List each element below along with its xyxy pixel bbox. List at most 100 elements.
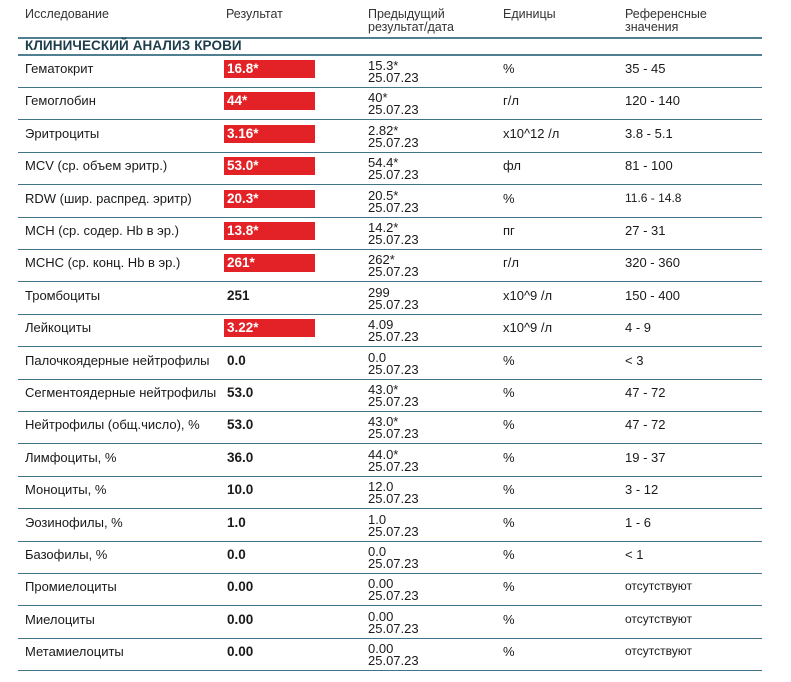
unit: x10^12 /л	[503, 125, 560, 141]
header-previous-line1: Предыдущий	[368, 7, 445, 21]
table-row: Миелоциты 0.00 0.00 25.07.23% отсутствуют	[0, 607, 791, 639]
result-value-flagged: 53.0*	[224, 157, 315, 176]
previous-value: 2.82*	[368, 122, 399, 138]
previous-date: 25.07.23	[368, 134, 419, 150]
unit: %	[503, 449, 515, 465]
previous-date: 25.07.23	[368, 620, 419, 636]
previous-date: 25.07.23	[368, 232, 419, 247]
previous-value: 0.00	[368, 608, 394, 624]
reference-range: 81 - 100	[625, 158, 673, 174]
reference-range: 11.6 - 14.8	[625, 190, 682, 205]
previous-result: 299 25.07.23	[368, 284, 488, 311]
result-value: 36.0	[227, 449, 254, 465]
previous-value: 54.4*	[368, 155, 399, 171]
result-value: 1.0	[227, 514, 246, 530]
unit: %	[503, 190, 515, 206]
section-title: КЛИНИЧЕСКИЙ АНАЛИЗ КРОВИ	[25, 38, 242, 53]
result-value: 251	[227, 287, 250, 303]
test-name: Промиелоциты	[25, 579, 117, 595]
unit: %	[503, 514, 515, 530]
previous-date: 25.07.23	[368, 199, 419, 215]
reference-range: 4 - 9	[625, 320, 652, 336]
test-name: Моноциты, %	[25, 482, 107, 498]
reference-range: 19 - 37	[625, 449, 666, 465]
previous-result: 44.0* 25.07.23	[368, 446, 488, 473]
reference-range: 1 - 6	[625, 514, 652, 530]
table-row: Сегментоядерные нейтрофилы 53.0 43.0* 25.07…	[0, 380, 791, 412]
unit: фл	[503, 158, 521, 174]
unit: %	[503, 482, 515, 498]
result-value: 10.0	[227, 482, 254, 498]
result-value-flagged: 261*	[224, 254, 315, 273]
header-reference-line2: значения	[625, 20, 679, 34]
unit: г/л	[503, 93, 519, 109]
test-name: Сегментоядерные нейтрофилы	[25, 385, 217, 400]
test-name: Лимфоциты, %	[25, 449, 117, 465]
test-name: MCHC (ср. конц. Hb в эр.)	[25, 255, 181, 271]
table-row: Лимфоциты, % 36.0 44.0* 25.07.23% 19 - 37	[0, 445, 791, 477]
reference-range: 47 - 72	[625, 417, 666, 433]
previous-date: 25.07.23	[368, 102, 419, 118]
row-divider	[18, 313, 762, 315]
test-name: Тромбоциты	[25, 287, 101, 303]
previous-result: 262* 25.07.23	[368, 253, 488, 278]
test-name: Палочкоядерные нейтрофилы	[25, 352, 210, 368]
previous-date: 25.07.23	[368, 394, 419, 409]
previous-date: 25.07.23	[368, 523, 419, 539]
previous-result: 0.00 25.07.23	[368, 576, 488, 602]
header-units: Единицы	[503, 7, 556, 21]
previous-value: 43.0*	[368, 382, 399, 397]
test-name: RDW (шир. распред. эритр)	[25, 190, 192, 206]
result-value: 53.0	[227, 385, 254, 400]
previous-value: 20.5*	[368, 187, 399, 203]
reference-range: 320 - 360	[625, 255, 680, 271]
unit: %	[503, 579, 515, 595]
previous-date: 25.07.23	[368, 329, 419, 345]
test-name: Гематокрит	[25, 61, 94, 76]
result-value-flagged: 3.22*	[224, 319, 315, 338]
previous-date: 25.07.23	[368, 491, 419, 507]
previous-value: 44.0*	[368, 446, 399, 462]
previous-value: 0.00	[368, 576, 394, 592]
previous-result: 43.0* 25.07.23	[368, 414, 488, 440]
previous-result: 0.00 25.07.23	[368, 608, 488, 636]
reference-range: 3.8 - 5.1	[625, 125, 673, 141]
table-row: MCHC (ср. конц. Hb в эр.) 261* 262* 25.07.2…	[0, 250, 791, 283]
previous-result: 54.4* 25.07.23	[368, 155, 488, 181]
header-previous: Предыдущий результат/дата	[368, 8, 488, 34]
row-divider	[18, 184, 762, 186]
test-name: MCH (ср. содер. Hb в эр.)	[25, 223, 179, 238]
unit: x10^9 /л	[503, 320, 553, 336]
row-divider	[18, 87, 762, 88]
row-divider	[18, 540, 762, 542]
result-value: 0.0	[227, 547, 246, 562]
result-value-flagged: 16.8*	[224, 60, 315, 78]
result-value: 0.00	[227, 644, 254, 660]
previous-value: 4.09	[368, 317, 394, 333]
result-value-flagged: 44*	[224, 92, 315, 111]
reference-range: отсутствуют	[625, 644, 692, 659]
row-divider	[18, 346, 762, 348]
test-name: Базофилы, %	[25, 547, 108, 562]
reference-range: отсутствуют	[625, 611, 692, 626]
reference-range: < 1	[625, 547, 644, 562]
test-name: MCV (ср. объем эритр.)	[25, 158, 168, 174]
row-divider	[18, 670, 762, 672]
table-row: MCH (ср. содер. Hb в эр.) 13.8* 14.2* 25.07…	[0, 218, 791, 250]
table-row: Палочкоядерные нейтрофилы 0.0 0.0 25.07.23%…	[0, 348, 791, 380]
table-row: Тромбоциты 251 299 25.07.23 x10^9 /л 150 - 40…	[0, 283, 791, 315]
previous-value: 299	[368, 284, 390, 300]
test-name: Нейтрофилы (общ.число), %	[25, 417, 200, 433]
row-divider	[18, 249, 762, 250]
previous-result: 15.3* 25.07.23	[368, 59, 488, 84]
table-row: Базофилы, % 0.0 0.0 25.07.23% < 1	[0, 542, 791, 574]
reference-range: 120 - 140	[625, 93, 680, 109]
row-divider	[18, 508, 762, 510]
previous-value: 12.0	[368, 479, 394, 495]
reference-range: 150 - 400	[625, 287, 680, 303]
table-row: Лейкоциты 3.22* 4.09 25.07.23 x10^9 /л 4 - 9	[0, 315, 791, 348]
reference-range: 27 - 31	[625, 223, 666, 238]
previous-value: 43.0*	[368, 414, 399, 430]
previous-result: 20.5* 25.07.23	[368, 187, 488, 215]
